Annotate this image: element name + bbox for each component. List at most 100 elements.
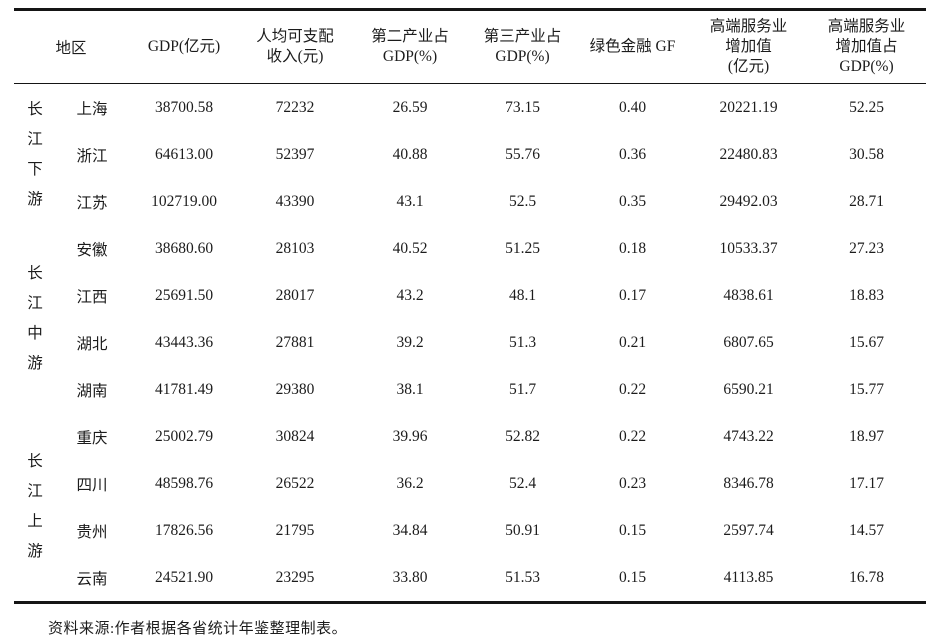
group-label-char: 江 — [27, 483, 43, 500]
value-cell: 102719.00 — [151, 192, 217, 210]
value-cell: 30.58 — [849, 145, 884, 163]
region-name-cell: 湖南 — [76, 382, 108, 400]
value-cell: 26.59 — [392, 98, 428, 116]
table-row: 长江中游 安徽 38680.60 28103 40.52 51.25 0.18 10533.3… — [14, 225, 926, 373]
value-cell: 0.36 — [618, 145, 647, 163]
group-label-char: 上 — [27, 513, 43, 530]
table-row: 浙江 64613.00 52397 40.88 55.76 0.36 22480.83 30.… — [14, 131, 926, 178]
value-cell: 17.17 — [849, 474, 884, 492]
region-name-cell: 安徽 — [76, 241, 108, 259]
column-header-line: GDP(%) — [495, 48, 550, 65]
value-cell: 4743.22 — [723, 427, 774, 445]
value-cell: 29492.03 — [719, 192, 778, 210]
value-cell: 27881 — [275, 333, 315, 351]
value-cell: 10533.37 — [719, 239, 778, 257]
value-cell: 23295 — [275, 568, 315, 586]
column-header: 第三产业占 GDP(%) — [470, 10, 575, 84]
value-cell: 52397 — [275, 145, 315, 163]
table-row: 贵州 17826.56 21795 34.84 50.91 0.15 2597.74 14.5… — [14, 507, 926, 554]
value-cell: 0.22 — [618, 427, 647, 445]
row-group-label-stack: 长江上游 — [14, 447, 56, 567]
value-cell: 29380 — [275, 380, 315, 398]
table-row: 江苏 102719.00 43390 43.1 52.5 0.35 29492.03 28.7… — [14, 178, 926, 225]
value-cell: 72232 — [275, 98, 315, 116]
value-cell: 0.17 — [618, 286, 647, 304]
table-row: 长江下游 上海 38700.58 72232 26.59 73.15 0.40 20221.1… — [14, 84, 926, 208]
value-cell: 0.21 — [618, 333, 647, 351]
value-cell: 6590.21 — [723, 380, 774, 398]
value-cell: 73.15 — [505, 98, 540, 116]
column-header-line: 绿色金融 GF — [589, 38, 676, 55]
column-header: 第二产业占 GDP(%) — [350, 10, 470, 84]
value-cell: 52.5 — [508, 192, 537, 210]
value-cell: 15.67 — [849, 333, 884, 351]
column-header-line: 第二产业占 — [371, 28, 449, 45]
row-group-label-stack: 长江下游 — [14, 95, 56, 215]
value-cell: 0.15 — [618, 521, 647, 539]
value-cell: 0.23 — [618, 474, 647, 492]
group-label-char: 长 — [27, 100, 43, 118]
value-cell: 16.78 — [849, 568, 884, 586]
value-cell: 48598.76 — [154, 474, 214, 492]
group-label-char: 江 — [27, 295, 43, 312]
region-name-cell: 四川 — [76, 476, 108, 494]
value-cell: 28017 — [275, 286, 315, 304]
table-body: 长江下游上海 38700.58 72232 26.59 73.15 0.40 20221.1… — [14, 84, 926, 603]
header-row: 地区 GDP(亿元) 人均可支配 收入(元) 第二产业占 GDP(%) 第三产业占 GDP(… — [14, 10, 927, 84]
column-header-line: GDP(%) — [839, 58, 894, 75]
value-cell: 25002.79 — [154, 427, 214, 445]
value-cell: 6807.65 — [723, 333, 774, 351]
group-label-char: 游 — [27, 190, 43, 208]
value-cell: 4838.61 — [723, 286, 774, 304]
value-cell: 22480.83 — [719, 145, 778, 163]
column-header: GDP(亿元) — [128, 10, 240, 84]
row-group-label: 长江上游 — [14, 413, 56, 603]
table-footnote: 资料来源:作者根据各省统计年鉴整理制表。 — [48, 621, 348, 637]
value-cell: 33.80 — [392, 568, 428, 586]
value-cell: 43.1 — [396, 192, 424, 210]
value-cell: 43390 — [275, 192, 315, 210]
value-cell: 25691.50 — [154, 286, 214, 304]
value-cell: 43443.36 — [154, 333, 214, 351]
table-row: 湖北 43443.36 27881 39.2 51.3 0.21 6807.65 15.67 — [14, 319, 926, 366]
value-cell: 64613.00 — [154, 145, 214, 163]
data-table: 地区 GDP(亿元) 人均可支配 收入(元) 第二产业占 GDP(%) 第三产业占 GDP(… — [14, 8, 927, 604]
value-cell: 0.35 — [618, 192, 647, 210]
value-cell: 55.76 — [505, 145, 540, 163]
table-row: 湖南 41781.49 29380 38.1 51.7 0.22 6590.21 15.77 — [14, 366, 926, 413]
value-cell: 0.40 — [618, 98, 647, 116]
value-cell: 51.3 — [508, 333, 537, 351]
column-header-line: 增加值 — [725, 38, 772, 55]
value-cell: 38700.58 — [154, 98, 214, 116]
value-cell: 40.88 — [392, 145, 428, 163]
value-cell: 34.84 — [392, 521, 428, 539]
table-row: 江西 25691.50 28017 43.2 48.1 0.17 4838.61 18.83 — [14, 272, 926, 319]
value-cell: 52.25 — [849, 98, 884, 116]
group-label-char: 长 — [27, 265, 43, 282]
group-label-char: 江 — [27, 130, 43, 148]
column-header-region: 地区 — [55, 40, 87, 57]
value-cell: 27.23 — [849, 239, 884, 257]
value-cell: 39.96 — [392, 427, 428, 445]
table-row: 四川 48598.76 26522 36.2 52.4 0.23 8346.78 17.17 — [14, 460, 926, 507]
value-cell: 28.71 — [849, 192, 884, 210]
region-name-cell: 湖北 — [76, 335, 108, 353]
value-cell: 51.7 — [508, 380, 537, 398]
value-cell: 15.77 — [849, 380, 884, 398]
value-cell: 17826.56 — [154, 521, 214, 539]
value-cell: 18.97 — [849, 427, 884, 445]
table-row: 长江上游 重庆 25002.79 30824 39.96 52.82 0.22 4743.22… — [14, 413, 926, 561]
row-group-label-stack: 长江中游 — [14, 259, 56, 379]
column-header-line: GDP(%) — [382, 48, 438, 65]
value-cell: 28103 — [275, 239, 315, 257]
value-cell: 0.18 — [618, 239, 647, 257]
region-name-cell: 云南 — [76, 570, 108, 588]
column-header-line: 第三产业占 — [483, 28, 562, 45]
value-cell: 30824 — [275, 427, 315, 445]
column-header: 人均可支配 收入(元) — [240, 10, 350, 84]
column-header-line: 收入(元) — [266, 48, 324, 65]
value-cell: 51.25 — [505, 239, 540, 257]
value-cell: 0.22 — [618, 380, 647, 398]
value-cell: 40.52 — [392, 239, 428, 257]
value-cell: 36.2 — [396, 474, 424, 492]
